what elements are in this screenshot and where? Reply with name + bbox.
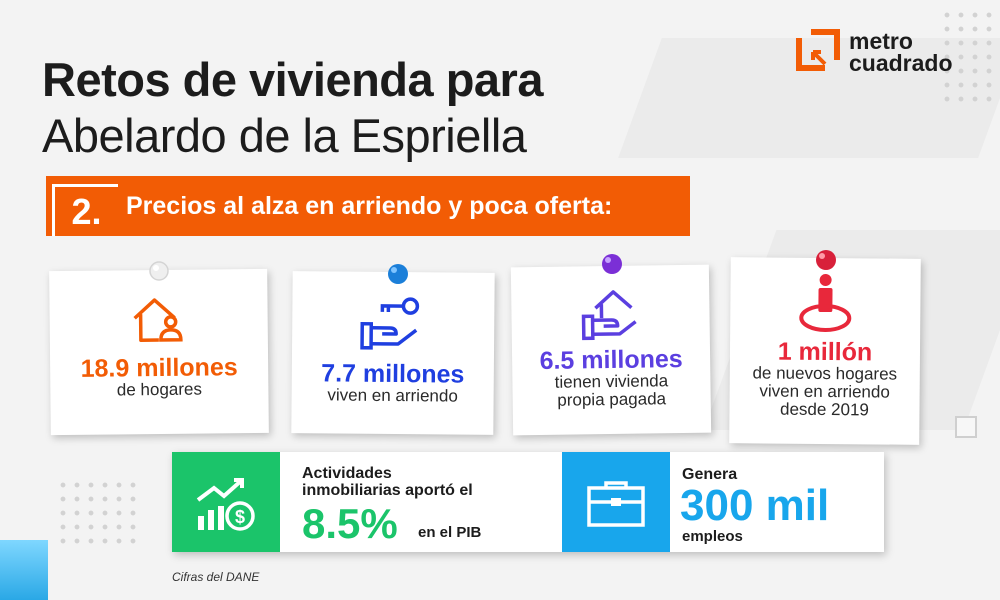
bg-blue-corner <box>0 540 48 600</box>
pin-purple-icon <box>602 254 622 274</box>
hand-key-icon <box>360 297 420 350</box>
person-location-icon <box>799 274 852 333</box>
section-banner <box>46 176 690 236</box>
stat-value: 7.7 millones <box>321 359 465 389</box>
hand-house-icon <box>581 290 637 341</box>
section-heading: Precios al alza en arriendo y poca ofert… <box>126 191 613 220</box>
page-title: Retos de vivienda para <box>42 53 543 106</box>
empleos-value: 300 mil <box>680 481 830 530</box>
pin-red-icon <box>816 250 836 270</box>
briefcase-icon <box>587 481 645 527</box>
source-note: Cifras del DANE <box>172 570 260 584</box>
section-number: 2. <box>52 184 118 236</box>
stat-desc-line: viven en arriendo <box>759 381 890 402</box>
pib-label-line1: Actividades <box>302 465 392 482</box>
stat-desc-line: desde 2019 <box>779 399 870 420</box>
pib-label-line2: inmobiliarias aportó el <box>302 481 473 499</box>
stat-card-nuevos-hogares: 1 millón de nuevos hogares viven en arri… <box>729 257 921 445</box>
house-person-icon <box>133 298 183 342</box>
bg-dots-left <box>56 478 140 550</box>
stat-card-hogares: 18.9 millones de hogares <box>49 268 269 436</box>
logo-line1: metro <box>849 28 913 54</box>
stat-value: 18.9 millones <box>80 353 238 383</box>
stat-desc-line: de hogares <box>116 379 203 400</box>
economy-stats-bar <box>172 452 884 552</box>
stat-desc-line: propia pagada <box>557 389 667 410</box>
empleos-icon-box <box>562 452 670 552</box>
stat-value: 1 millón <box>777 337 873 367</box>
empleos-suffix: empleos <box>682 528 743 545</box>
empleos-label: Genera <box>682 466 738 483</box>
pib-label: Actividades inmobiliarias aportó el <box>302 465 473 500</box>
pib-value: 8.5% <box>302 500 398 547</box>
page-subtitle: Abelardo de la Espriella <box>42 109 527 162</box>
growth-chart-icon: $ <box>196 478 255 531</box>
pib-icon-box: $ <box>172 452 280 552</box>
pib-suffix: en el PIB <box>418 524 482 541</box>
stat-desc-line: viven en arriendo <box>327 385 458 406</box>
pin-white-icon <box>149 261 169 281</box>
svg-text:$: $ <box>235 507 245 527</box>
bg-outline-square <box>955 416 977 438</box>
bg-dots-top-right <box>940 8 1000 108</box>
pin-blue-icon <box>388 264 408 284</box>
stat-value: 6.5 millones <box>539 345 683 375</box>
stat-card-propia: 6.5 millones tienen vivienda propia paga… <box>510 264 712 436</box>
stat-card-arriendo: 7.7 millones viven en arriendo <box>291 271 495 435</box>
logo-line2: cuadrado <box>849 50 953 76</box>
logo-mark-icon <box>796 29 840 71</box>
metrocuadrado-logo: metro cuadrado <box>795 28 953 76</box>
